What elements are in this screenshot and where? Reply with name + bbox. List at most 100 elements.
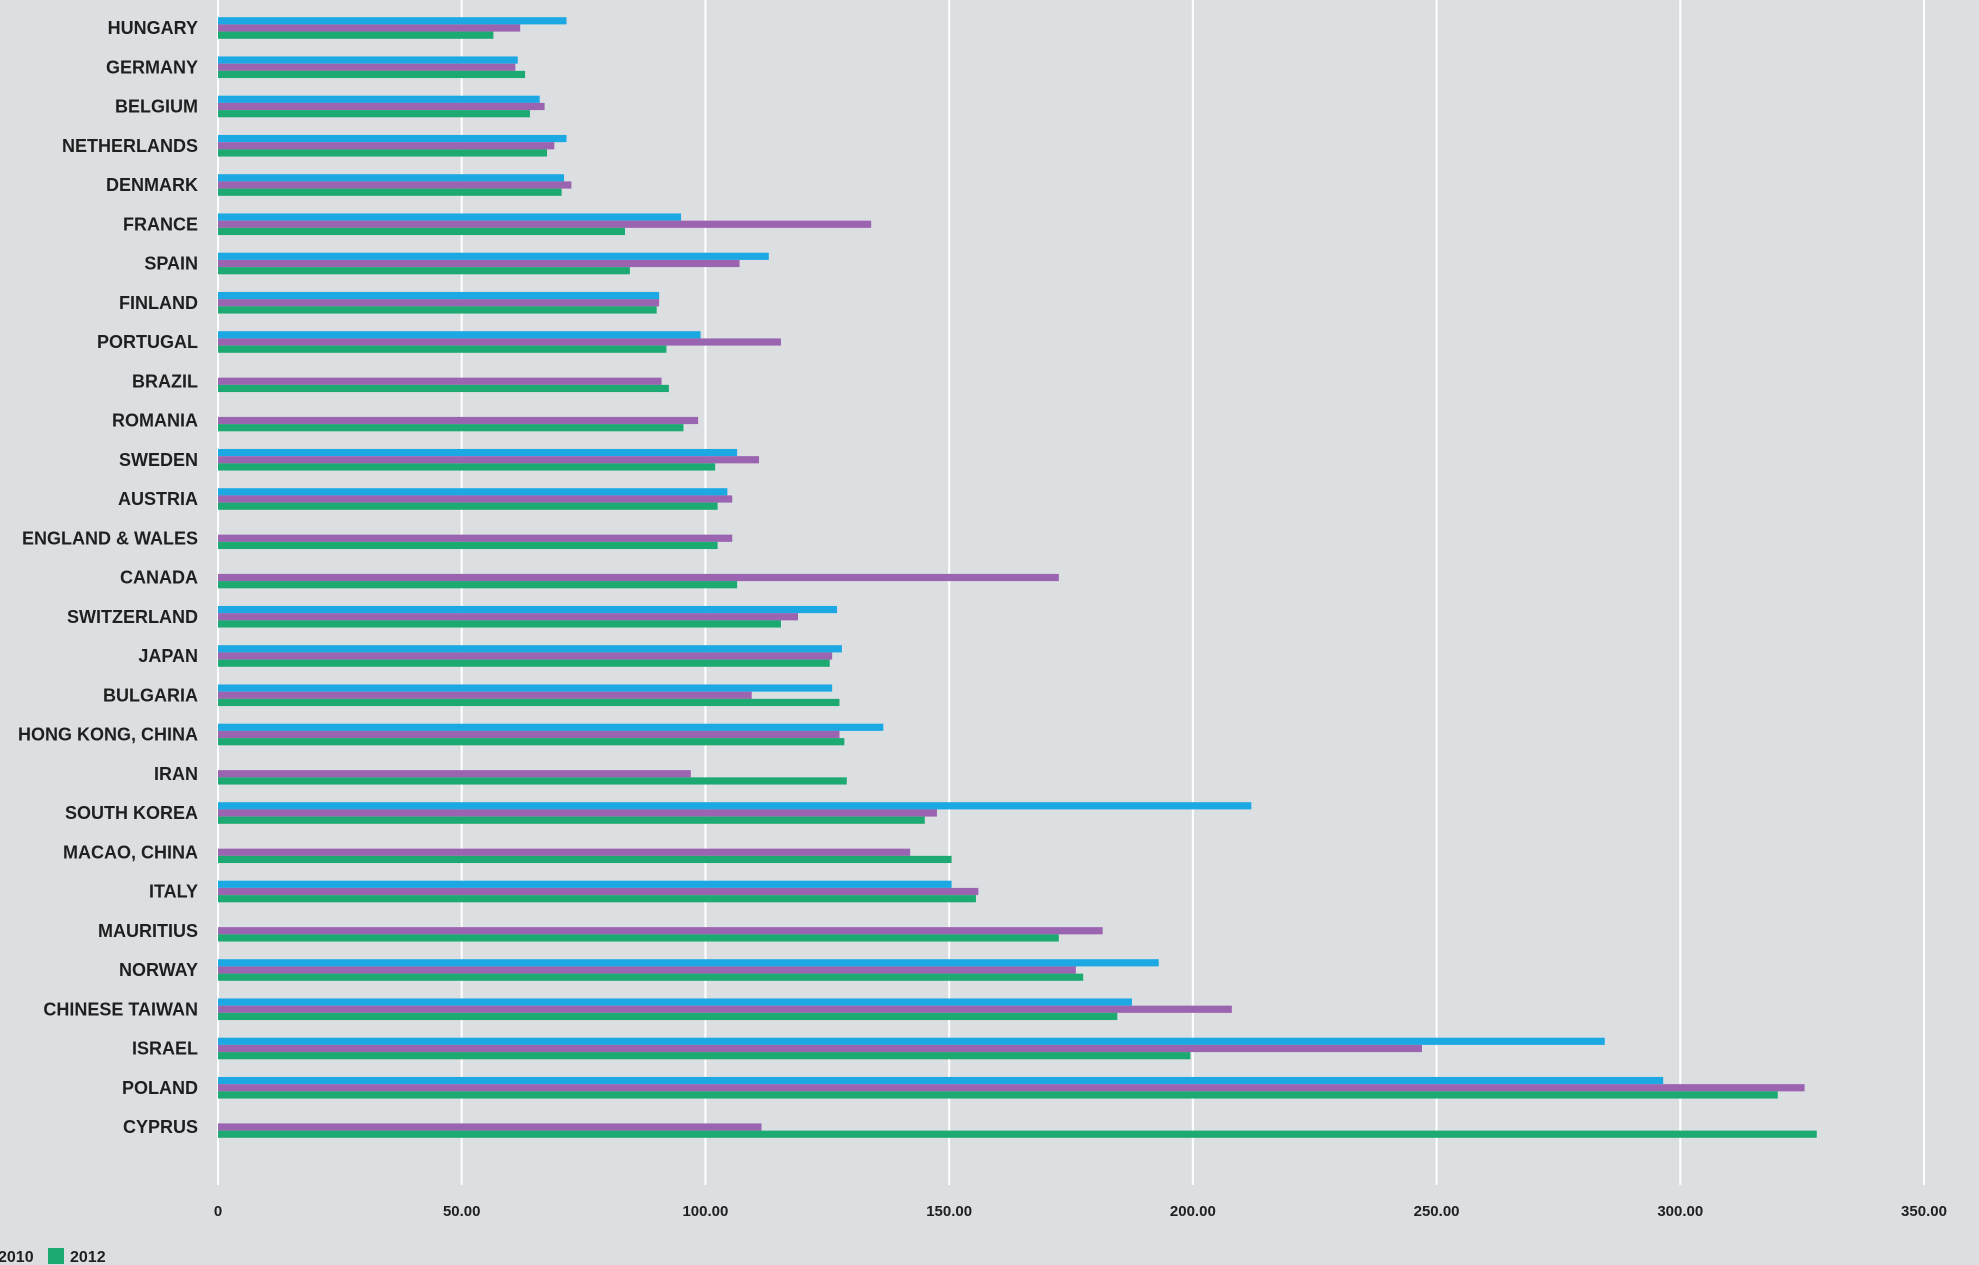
bar-series-2 bbox=[218, 534, 733, 542]
category-label: HONG KONG, CHINA bbox=[18, 725, 198, 745]
bar-series-3 bbox=[218, 973, 1084, 981]
bar-series-1 bbox=[218, 252, 769, 260]
bar-series-2 bbox=[218, 1084, 1805, 1092]
bar-series-2 bbox=[218, 1005, 1232, 1013]
category-label: BULGARIA bbox=[103, 685, 198, 705]
bar-series-2 bbox=[218, 887, 979, 896]
bar-series-2 bbox=[218, 63, 516, 71]
legend-label-2012: 2012 bbox=[70, 1249, 106, 1265]
bar-series-2 bbox=[218, 259, 740, 268]
bar-series-3 bbox=[218, 110, 530, 118]
category-label: DENMARK bbox=[106, 175, 198, 195]
bar-series-3 bbox=[218, 777, 847, 785]
category-label: GERMANY bbox=[106, 57, 198, 77]
bar-series-1 bbox=[218, 17, 567, 25]
x-tick-label: 0 bbox=[214, 1203, 222, 1220]
bar-series-2 bbox=[218, 966, 1076, 974]
category-label: MAURITIUS bbox=[98, 921, 198, 941]
category-label: HUNGARY bbox=[108, 18, 198, 38]
bar-series-3 bbox=[218, 620, 781, 628]
bar-series-2 bbox=[218, 24, 521, 32]
bar-series-3 bbox=[218, 1052, 1191, 1060]
bar-series-3 bbox=[218, 70, 526, 79]
bar-series-2 bbox=[218, 613, 799, 621]
bar-series-2 bbox=[218, 927, 1103, 935]
bar-series-1 bbox=[218, 605, 838, 614]
bar-series-3 bbox=[218, 855, 952, 864]
bar-series-3 bbox=[218, 659, 830, 667]
bar-series-2 bbox=[218, 809, 937, 817]
bar-series-3 bbox=[218, 934, 1059, 942]
category-label: BRAZIL bbox=[132, 371, 198, 391]
category-label: SOUTH KOREA bbox=[65, 803, 198, 823]
bar-series-2 bbox=[218, 220, 872, 228]
category-label: CYPRUS bbox=[123, 1117, 198, 1137]
bar-series-2 bbox=[218, 1123, 762, 1131]
bar-series-3 bbox=[218, 738, 845, 746]
bar-series-2 bbox=[218, 102, 545, 111]
category-label: CANADA bbox=[120, 568, 198, 588]
x-tick-labels: 0 50.00 100.00 150.00 200.00 250.00 300.00 350.… bbox=[214, 1203, 1947, 1220]
bar-series-1 bbox=[218, 448, 738, 457]
category-label: ROMANIA bbox=[112, 411, 198, 431]
bar-series-3 bbox=[218, 227, 626, 236]
x-tick-label: 100.00 bbox=[682, 1203, 728, 1220]
category-label: AUSTRIA bbox=[118, 489, 198, 509]
category-label: POLAND bbox=[122, 1078, 198, 1098]
bar-series-2 bbox=[218, 495, 733, 503]
bar-series-1 bbox=[218, 56, 518, 64]
bar-series-3 bbox=[218, 188, 562, 196]
bar-series-3 bbox=[218, 345, 667, 353]
bar-series-3 bbox=[218, 895, 976, 903]
bar-series-3 bbox=[218, 1130, 1817, 1138]
category-label: BELGIUM bbox=[115, 97, 198, 117]
x-tick-label: 200.00 bbox=[1170, 1203, 1216, 1220]
category-label: SWEDEN bbox=[119, 450, 198, 470]
gridlines bbox=[217, 0, 1925, 1185]
bar-series-2 bbox=[218, 456, 760, 464]
bar-series-3 bbox=[218, 816, 925, 824]
bar-series-1 bbox=[218, 645, 842, 653]
bar-series-1 bbox=[218, 95, 540, 103]
bar-series-3 bbox=[218, 31, 494, 39]
bar-series-3 bbox=[218, 1091, 1778, 1099]
x-tick-label: 150.00 bbox=[926, 1203, 972, 1220]
bar-series-1 bbox=[218, 998, 1132, 1006]
bar-series-2 bbox=[218, 299, 660, 307]
bar-series-2 bbox=[218, 181, 572, 189]
bar-series-1 bbox=[218, 959, 1159, 967]
category-label: ITALY bbox=[149, 882, 198, 902]
bar-series-3 bbox=[218, 424, 684, 432]
bar-series-2 bbox=[218, 848, 911, 856]
bar-series-3 bbox=[218, 149, 548, 157]
category-label: NORWAY bbox=[119, 960, 198, 980]
bar-series-2 bbox=[218, 377, 662, 385]
category-label: MACAO, CHINA bbox=[63, 842, 198, 862]
bar-series-2 bbox=[218, 770, 691, 778]
bar-series-1 bbox=[218, 880, 952, 888]
category-label: SWITZERLAND bbox=[67, 607, 198, 627]
bar-series-3 bbox=[218, 306, 657, 314]
bar-series-1 bbox=[218, 723, 884, 731]
bar-series-2 bbox=[218, 1044, 1422, 1053]
category-labels: HUNGARY GERMANY BELGIUM NETHERLANDS DENMARK F… bbox=[18, 18, 198, 1137]
bar-series-1 bbox=[218, 1037, 1605, 1045]
bar-series-3 bbox=[218, 698, 840, 707]
bar-series-1 bbox=[218, 134, 567, 143]
bar-series-3 bbox=[218, 581, 738, 589]
category-label: CHINESE TAIWAN bbox=[43, 999, 198, 1019]
bar-series-1 bbox=[218, 802, 1252, 810]
bar-series-3 bbox=[218, 267, 630, 275]
bar-series-2 bbox=[218, 691, 752, 699]
bar-series-3 bbox=[218, 541, 718, 550]
x-tick-label: 250.00 bbox=[1414, 1203, 1460, 1220]
bar-series-2 bbox=[218, 730, 840, 739]
category-label: IRAN bbox=[154, 764, 198, 784]
legend-swatch-2012 bbox=[48, 1248, 64, 1264]
bar-series-1 bbox=[218, 331, 701, 339]
x-tick-label: 300.00 bbox=[1657, 1203, 1703, 1220]
bar-series-1 bbox=[218, 1076, 1664, 1085]
bar-series-2 bbox=[218, 573, 1059, 582]
category-label: ISRAEL bbox=[132, 1039, 198, 1059]
